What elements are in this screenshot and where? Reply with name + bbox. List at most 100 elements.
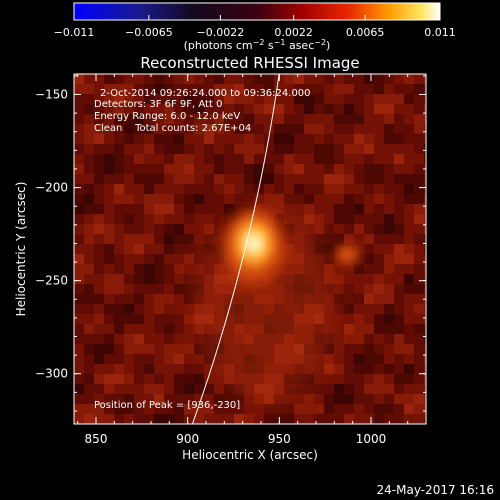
- noise-pixel: [284, 154, 294, 164]
- noise-pixel: [124, 154, 134, 164]
- noise-pixel: [174, 404, 184, 414]
- noise-pixel: [284, 134, 294, 144]
- noise-pixel: [304, 134, 314, 144]
- noise-pixel: [394, 194, 404, 204]
- noise-pixel: [384, 244, 394, 254]
- noise-pixel: [334, 284, 344, 294]
- noise-pixel: [244, 174, 254, 184]
- noise-pixel: [134, 404, 144, 414]
- noise-pixel: [274, 184, 284, 194]
- noise-pixel: [204, 404, 214, 414]
- noise-pixel: [174, 274, 184, 284]
- noise-pixel: [84, 304, 94, 314]
- noise-pixel: [84, 364, 94, 374]
- noise-pixel: [94, 304, 104, 314]
- noise-pixel: [364, 114, 374, 124]
- noise-pixel: [204, 114, 214, 124]
- noise-pixel: [344, 414, 354, 424]
- noise-pixel: [384, 314, 394, 324]
- noise-pixel: [294, 74, 304, 84]
- noise-pixel: [384, 334, 394, 344]
- noise-pixel: [354, 84, 364, 94]
- noise-pixel: [334, 154, 344, 164]
- noise-pixel: [104, 384, 114, 394]
- noise-pixel: [144, 174, 154, 184]
- noise-pixel: [194, 164, 204, 174]
- noise-pixel: [394, 214, 404, 224]
- noise-pixel: [154, 364, 164, 374]
- noise-pixel: [374, 94, 384, 104]
- noise-pixel: [344, 284, 354, 294]
- noise-pixel: [254, 174, 264, 184]
- colorbar-tick-label: −0.011: [54, 26, 95, 39]
- noise-pixel: [274, 154, 284, 164]
- noise-pixel: [294, 384, 304, 394]
- noise-pixel: [344, 204, 354, 214]
- colorbar: −0.011 −0.0065 −0.0022 0.0022 0.0065 0.011 (p…: [54, 2, 456, 52]
- noise-pixel: [244, 154, 254, 164]
- noise-pixel: [144, 104, 154, 114]
- noise-pixel: [204, 184, 214, 194]
- noise-pixel: [194, 104, 204, 114]
- noise-pixel: [384, 414, 394, 424]
- noise-pixel: [244, 134, 254, 144]
- noise-pixel: [134, 304, 144, 314]
- noise-pixel: [114, 414, 124, 424]
- noise-pixel: [314, 414, 324, 424]
- noise-pixel: [234, 174, 244, 184]
- noise-pixel: [214, 174, 224, 184]
- noise-pixel: [164, 154, 174, 164]
- noise-pixel: [274, 174, 284, 184]
- noise-pixel: [94, 124, 104, 134]
- noise-pixel: [414, 134, 424, 144]
- noise-pixel: [384, 74, 394, 84]
- noise-pixel: [294, 204, 304, 214]
- noise-pixel: [84, 134, 94, 144]
- noise-pixel: [204, 174, 214, 184]
- noise-pixel: [74, 384, 84, 394]
- noise-pixel: [84, 284, 94, 294]
- noise-pixel: [284, 394, 294, 404]
- noise-pixel: [174, 354, 184, 364]
- noise-pixel: [354, 94, 364, 104]
- noise-pixel: [364, 154, 374, 164]
- noise-pixel: [74, 104, 84, 114]
- noise-pixel: [284, 114, 294, 124]
- noise-pixel: [254, 194, 264, 204]
- noise-pixel: [134, 84, 144, 94]
- noise-pixel: [84, 74, 94, 84]
- noise-pixel: [184, 214, 194, 224]
- noise-pixel: [404, 74, 414, 84]
- noise-pixel: [284, 84, 294, 94]
- noise-pixel: [284, 94, 294, 104]
- noise-pixel: [374, 184, 384, 194]
- noise-pixel: [164, 94, 174, 104]
- noise-pixel: [224, 194, 234, 204]
- noise-pixel: [424, 214, 426, 224]
- noise-pixel: [144, 184, 154, 194]
- noise-pixel: [164, 394, 174, 404]
- noise-pixel: [174, 384, 184, 394]
- noise-pixel: [74, 124, 84, 134]
- noise-pixel: [424, 264, 426, 274]
- y-axis-label: Heliocentric Y (arcsec): [14, 182, 28, 317]
- noise-pixel: [174, 344, 184, 354]
- noise-pixel: [94, 234, 104, 244]
- noise-pixel: [134, 224, 144, 234]
- noise-pixel: [254, 144, 264, 154]
- noise-pixel: [354, 154, 364, 164]
- noise-pixel: [294, 214, 304, 224]
- noise-pixel: [134, 274, 144, 284]
- noise-pixel: [324, 384, 334, 394]
- noise-pixel: [74, 224, 84, 234]
- noise-pixel: [214, 384, 224, 394]
- noise-pixel: [404, 154, 414, 164]
- noise-pixel: [154, 354, 164, 364]
- noise-pixel: [384, 264, 394, 274]
- noise-pixel: [394, 234, 404, 244]
- noise-pixel: [284, 174, 294, 184]
- noise-pixel: [164, 84, 174, 94]
- noise-pixel: [334, 394, 344, 404]
- noise-pixel: [304, 404, 314, 414]
- noise-pixel: [374, 404, 384, 414]
